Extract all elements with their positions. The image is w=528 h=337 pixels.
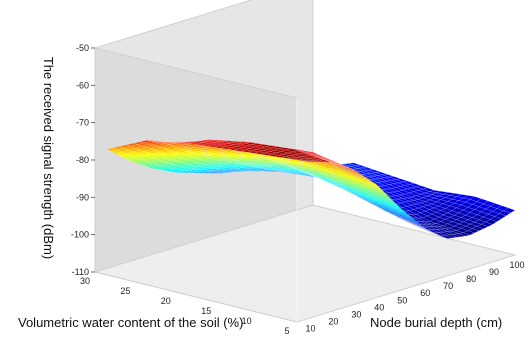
- surface-cell: [503, 207, 516, 214]
- x-tick-label: 20: [328, 316, 338, 326]
- x-tick-label: 90: [489, 267, 499, 277]
- y-tick-label: 15: [201, 306, 211, 316]
- x-tick-label: 70: [443, 281, 453, 291]
- x-axis-label: Node burial depth (cm): [370, 315, 502, 330]
- z-tick-label: -90: [76, 192, 89, 202]
- axes-box: [93, 0, 517, 323]
- x-tick-label: 100: [509, 260, 524, 270]
- x-tick-label: 10: [305, 323, 315, 333]
- floor-pane: [93, 204, 517, 323]
- z-tick-label: -100: [71, 230, 89, 240]
- z-axis-label: The received signal strength (dBm): [41, 57, 56, 259]
- y-tick-label: 25: [120, 286, 130, 296]
- x-tick-label: 80: [466, 274, 476, 284]
- z-tick-label: -60: [76, 80, 89, 90]
- surface-mesh: [105, 139, 516, 239]
- z-tick-label: -80: [76, 155, 89, 165]
- y-tick-label: 30: [80, 276, 90, 286]
- x-tick-label: 60: [420, 288, 430, 298]
- z-tick-label: -50: [76, 43, 89, 53]
- z-tick-label: -70: [76, 118, 89, 128]
- y-tick-label: 5: [284, 326, 289, 336]
- x-tick-label: 50: [397, 295, 407, 305]
- y-tick-label: 20: [161, 296, 171, 306]
- x-tick-label: 40: [374, 302, 384, 312]
- x-tick-label: 30: [351, 309, 361, 319]
- y-axis-label: Volumetric water content of the soil (%): [18, 315, 243, 330]
- z-tick-label: -110: [72, 267, 89, 277]
- y-tick-label: 10: [242, 316, 252, 326]
